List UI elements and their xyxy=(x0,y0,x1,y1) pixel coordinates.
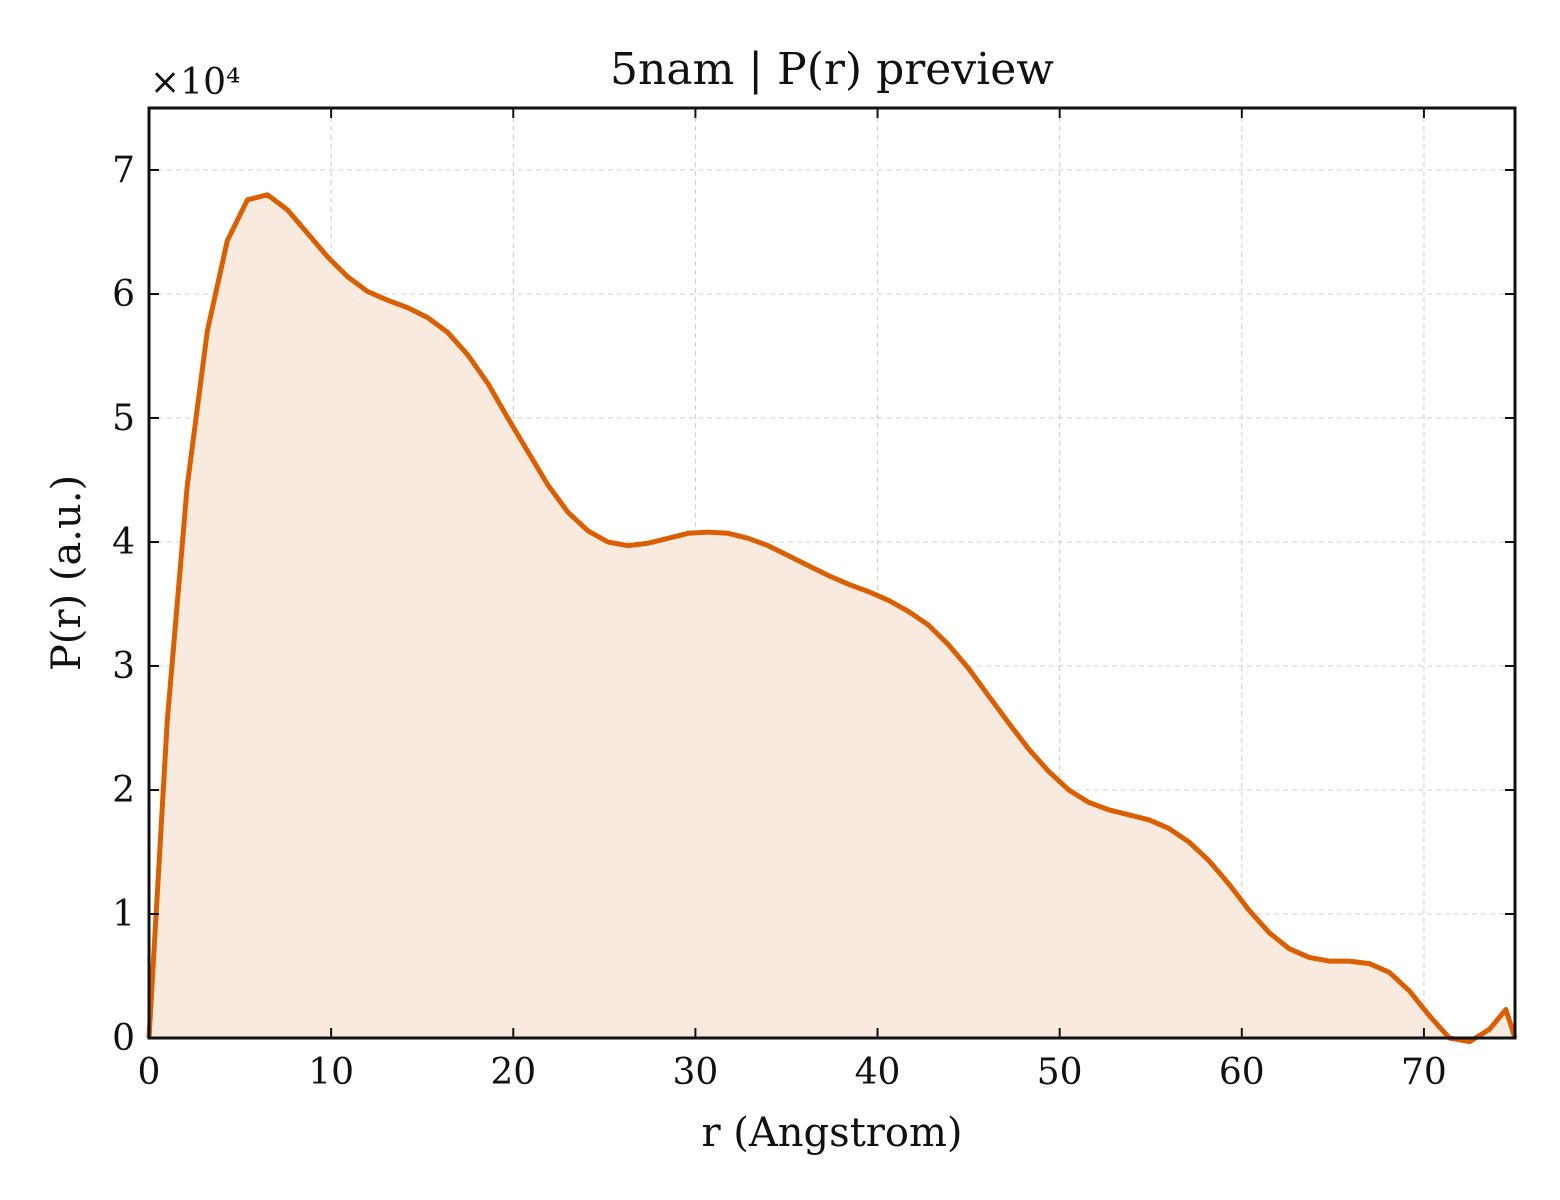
x-tick-label: 50 xyxy=(1037,1052,1083,1093)
y-tick-label: 1 xyxy=(112,894,135,935)
y-tick-label: 3 xyxy=(112,646,135,687)
x-tick-label: 40 xyxy=(855,1052,901,1093)
y-tick-label: 7 xyxy=(112,150,135,191)
y-tick-label: 0 xyxy=(112,1018,135,1059)
y-tick-label: 6 xyxy=(112,274,135,315)
axis-ticks: 0 10 20 30 40 50 60 70 0 1 2 3 4 5 6 7 xyxy=(112,108,1515,1093)
x-tick-label: 30 xyxy=(672,1052,718,1093)
chart-title: 5nam | P(r) preview xyxy=(610,44,1054,95)
x-tick-label: 60 xyxy=(1219,1052,1265,1093)
plot-frame xyxy=(147,106,1517,1040)
x-tick-label: 10 xyxy=(308,1052,354,1093)
y-multiplier-label: ×10⁴ xyxy=(150,62,240,103)
y-tick-label: 4 xyxy=(112,522,135,563)
y-tick-label: 5 xyxy=(112,398,135,439)
y-axis-label: P(r) (a.u.) xyxy=(44,475,90,671)
x-tick-label: 0 xyxy=(138,1052,161,1093)
series-area-fill xyxy=(149,194,1515,1042)
x-axis-label: r (Angstrom) xyxy=(701,1110,962,1156)
x-tick-label: 70 xyxy=(1401,1052,1447,1093)
series-line xyxy=(146,192,1518,1045)
plot-area xyxy=(146,192,1518,1045)
y-tick-label: 2 xyxy=(112,770,135,811)
x-tick-label: 20 xyxy=(490,1052,536,1093)
